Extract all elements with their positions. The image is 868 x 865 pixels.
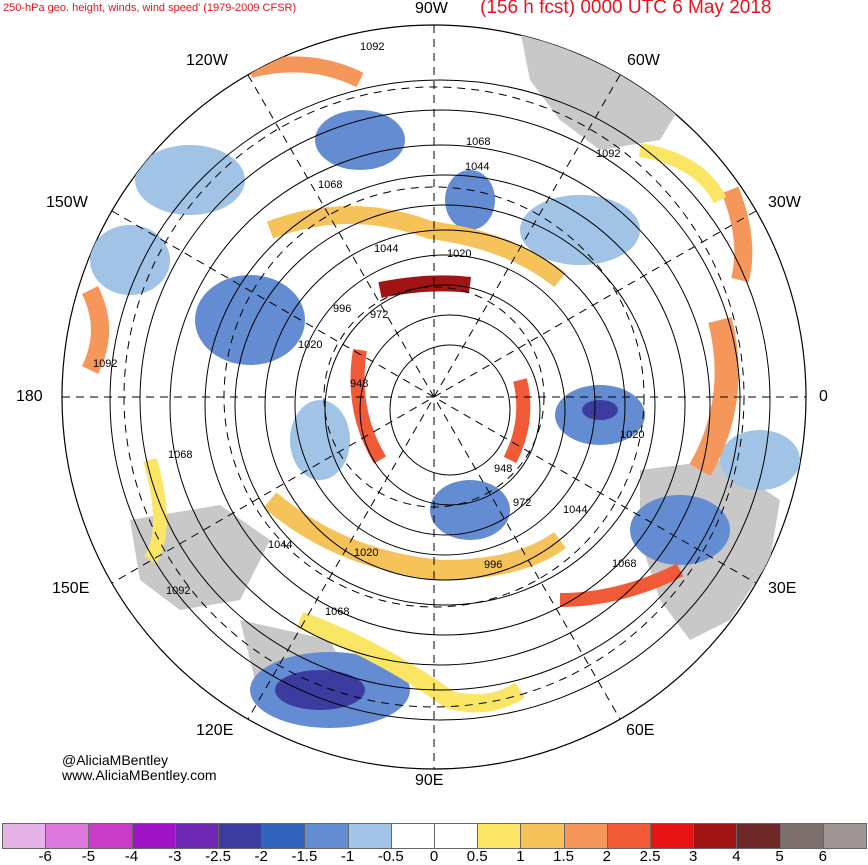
lon-label-120w: 120W: [186, 52, 228, 69]
contour-label: 1092: [166, 585, 190, 597]
colorbar-label: -3: [168, 848, 182, 865]
colorbar-label: 1.5: [553, 848, 575, 865]
lon-label-30e: 30E: [768, 580, 797, 597]
polar-map: 1092 1068 1044 1020 996 972 948 1020 104…: [61, 24, 807, 770]
contour-label: 1068: [612, 558, 636, 570]
colorbar-cell: [736, 823, 781, 849]
colorbar-cell: [779, 823, 824, 849]
contour-label: 972: [370, 309, 388, 321]
contour-label: 1068: [318, 179, 342, 191]
colorbar-cell: [390, 823, 435, 849]
colorbar-cell: [45, 823, 90, 849]
forecast-time-label: (156 h fcst) 0000 UTC 6 May 2018: [480, 0, 772, 18]
lon-label-0: 0: [819, 388, 828, 405]
colorbar-cell: [520, 823, 565, 849]
contour-label: 1068: [466, 136, 490, 148]
colorbar-cell: [261, 823, 306, 849]
colorbar-label: -6: [38, 848, 52, 865]
contour-label: 1044: [563, 504, 587, 516]
colorbar-cell: [88, 823, 133, 849]
colorbar-cell: [606, 823, 651, 849]
contour-label: 996: [484, 559, 502, 571]
colorbar-label: -4: [124, 848, 139, 865]
contour-label: 1020: [298, 339, 322, 351]
contour-label: 1020: [447, 248, 471, 260]
colorbar-label: 3: [689, 848, 698, 865]
lon-label-60e: 60E: [626, 722, 655, 739]
lon-label-30w: 30W: [768, 194, 801, 211]
colorbar-cell: [2, 823, 47, 849]
contour-label: 948: [350, 378, 368, 390]
colorbar-label: 0.5: [466, 848, 488, 865]
lon-label-120e: 120E: [196, 722, 234, 739]
lon-label-90w: 90W: [415, 0, 448, 17]
colorbar-cell: [822, 823, 867, 849]
colorbar-label: 2: [602, 848, 611, 865]
colorbar-cell: [347, 823, 392, 849]
contour-label: 1092: [360, 41, 384, 53]
height-contours: [109, 79, 771, 721]
colorbar-cell: [218, 823, 263, 849]
colorbar-label: -2.5: [205, 848, 231, 865]
contour-label: 1068: [325, 606, 349, 618]
colorbar-cell: [131, 823, 176, 849]
colorbar-cell: [174, 823, 219, 849]
colorbar-label: -1: [340, 848, 355, 865]
contour-label: 1044: [465, 161, 489, 173]
credit-website: www.AliciaMBentley.com: [62, 767, 217, 783]
contour-label: 1020: [354, 547, 378, 559]
colorbar-cell: [304, 823, 349, 849]
lon-label-150e: 150E: [52, 580, 90, 597]
colorbar-cell: [434, 823, 479, 849]
lon-label-180: 180: [16, 388, 43, 405]
contour-label-layer: 1092 1068 1044 1020 996 972 948 1020 104…: [93, 41, 644, 618]
colorbar-label: -5: [81, 848, 96, 865]
map-title: 250-hPa geo. height, winds, wind speed' …: [3, 2, 297, 14]
colorbar-label: -0.5: [377, 848, 404, 865]
colorbar-cell: [563, 823, 608, 849]
colorbar-cell: [650, 823, 695, 849]
colorbar-label: -1.5: [291, 848, 318, 865]
lon-label-60w: 60W: [627, 52, 660, 69]
contour-label: 972: [513, 497, 531, 509]
contour-label: 948: [494, 463, 512, 475]
colorbar-label: 0: [429, 848, 439, 865]
colorbar-label: 4: [732, 848, 741, 865]
contour-label: 1068: [168, 449, 192, 461]
colorbar-label: -2: [254, 848, 268, 865]
colorbar-cell: [693, 823, 738, 849]
credit-handle: @AliciaMBentley: [62, 752, 169, 768]
colorbar-label: 1: [516, 848, 525, 865]
colorbar-label: 2.5: [639, 848, 661, 865]
colorbar-label: 5: [775, 848, 784, 865]
lon-label-90e: 90E: [415, 772, 444, 789]
contour-label: 1020: [620, 429, 644, 441]
colorbar-label: 6: [818, 848, 827, 865]
graticule: [62, 25, 806, 769]
contour-label: 1092: [596, 148, 620, 160]
colorbar-cell: [477, 823, 522, 849]
contour-label: 996: [333, 303, 351, 315]
contour-label: 1044: [268, 539, 292, 551]
contour-label: 1092: [93, 358, 117, 370]
contour-label: 1044: [374, 243, 398, 255]
lon-label-150w: 150W: [46, 194, 88, 211]
